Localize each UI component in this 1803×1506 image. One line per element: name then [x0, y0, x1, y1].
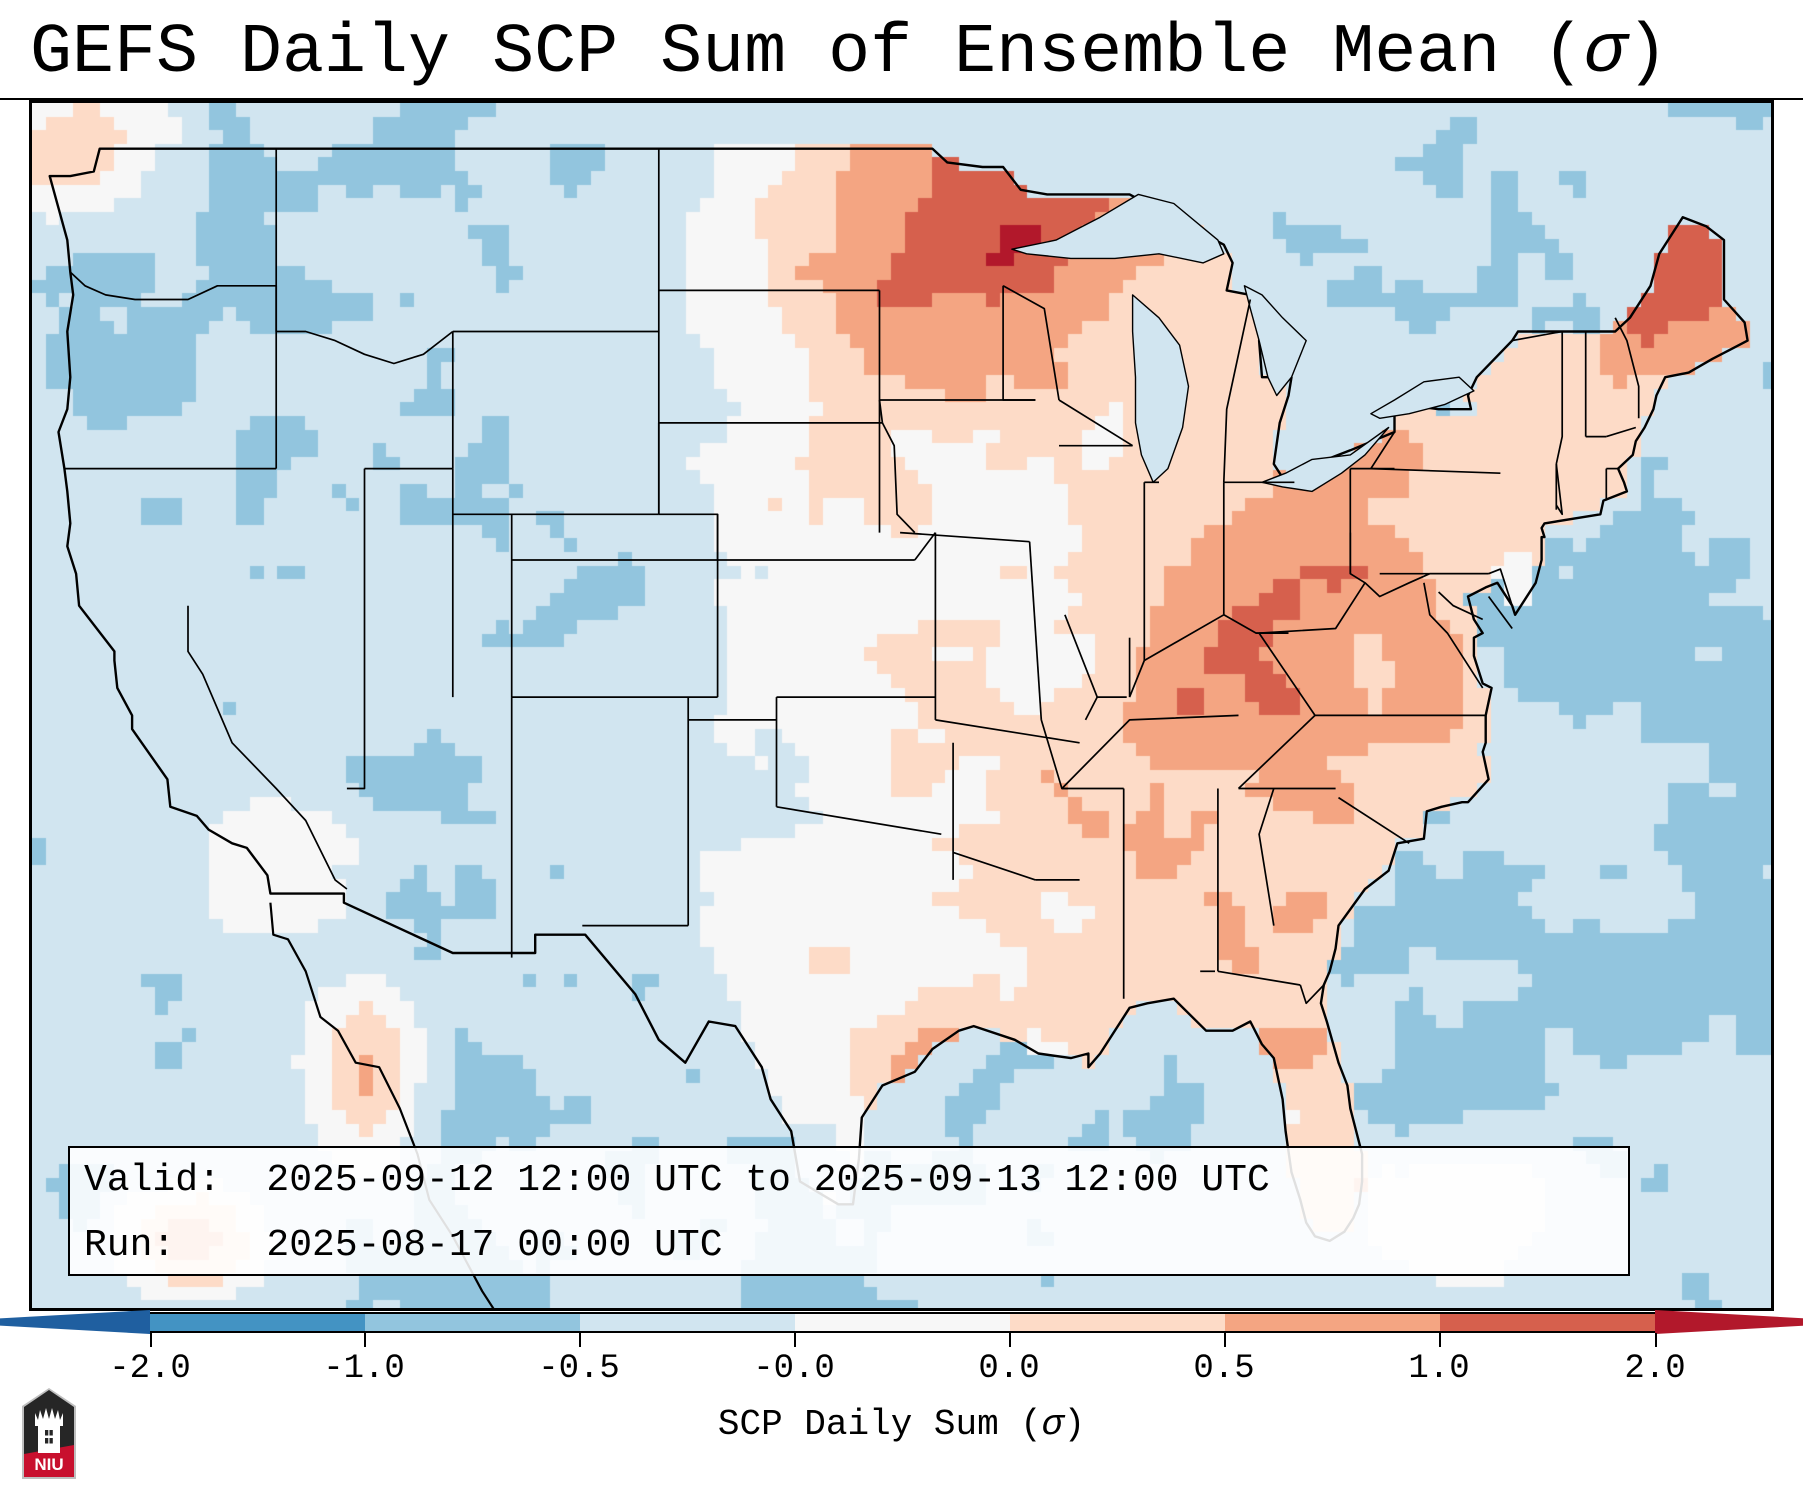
svg-text:NIU: NIU	[34, 1455, 63, 1474]
